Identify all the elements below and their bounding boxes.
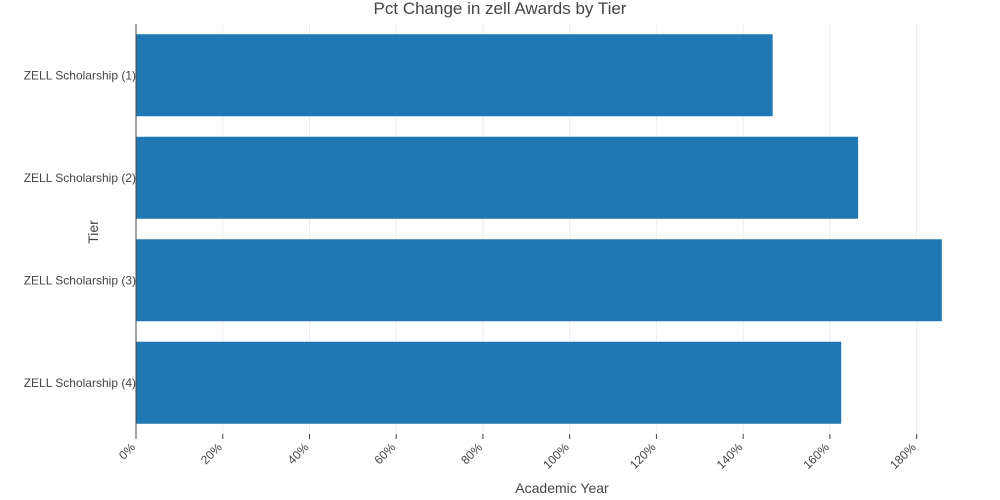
x-axis-title: Academic Year: [515, 480, 609, 496]
x-tick-label: 160%: [800, 440, 832, 472]
y-category-label: ZELL Scholarship (2): [24, 171, 136, 185]
x-tick-label: 100%: [540, 440, 572, 472]
y-category-label: ZELL Scholarship (1): [24, 68, 136, 82]
x-tick-label: 80%: [458, 440, 485, 467]
x-tick-label: 180%: [887, 440, 919, 472]
x-tick-label: 20%: [198, 440, 225, 467]
bars: [136, 34, 942, 424]
y-category-label: ZELL Scholarship (4): [24, 376, 136, 390]
axes: [135, 24, 918, 439]
bar: [136, 341, 842, 424]
bar: [136, 34, 773, 117]
y-category-labels: ZELL Scholarship (1) ZELL Scholarship (2)…: [24, 68, 136, 390]
x-tick-label: 140%: [714, 440, 746, 472]
bar: [136, 239, 942, 322]
x-tick-label: 120%: [627, 440, 659, 472]
x-tick-label: 60%: [371, 440, 398, 467]
chart-title: Pct Change in zell Awards by Tier: [374, 0, 627, 18]
x-tick-labels: 0% 20% 40% 60% 80% 100% 120% 140% 160% 180%: [116, 440, 919, 472]
y-axis-title: Tier: [85, 220, 101, 244]
x-tick-label: 0%: [116, 440, 138, 462]
x-tick-label: 40%: [285, 440, 312, 467]
y-category-label: ZELL Scholarship (3): [24, 273, 136, 287]
bar: [136, 136, 859, 219]
